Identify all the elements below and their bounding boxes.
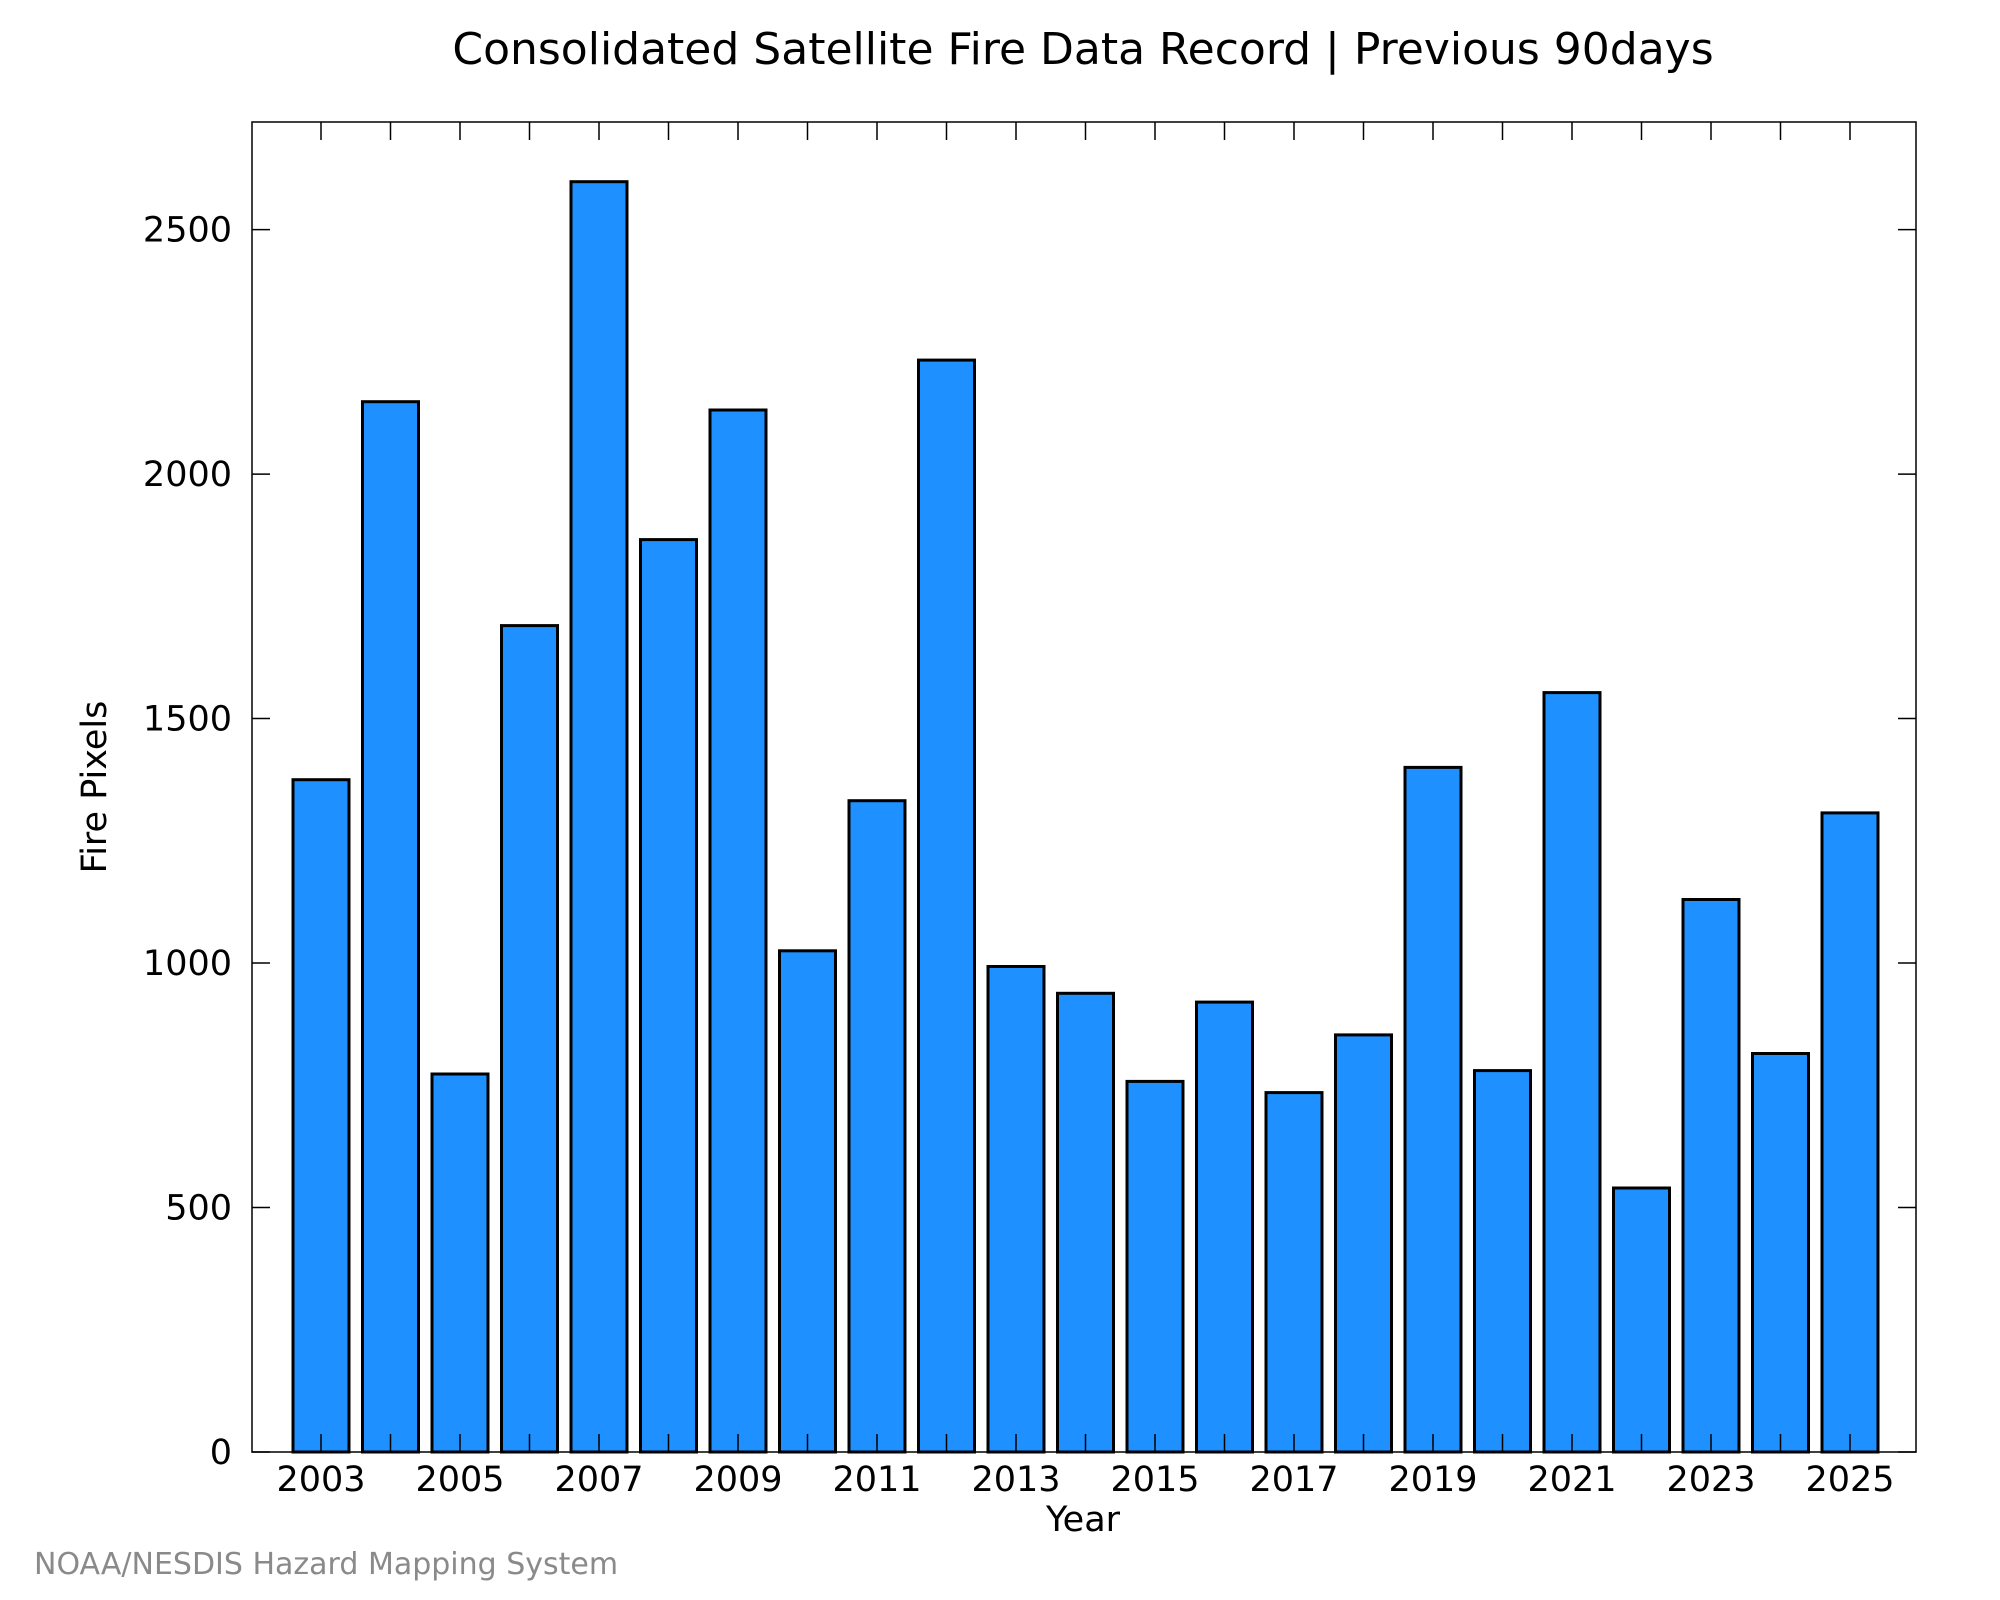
bar-2005 bbox=[430, 1072, 490, 1454]
bar-2020 bbox=[1473, 1069, 1532, 1454]
chart-title: Consolidated Satellite Fire Data Record … bbox=[452, 24, 1713, 75]
x-tick-label: 2023 bbox=[1666, 1460, 1755, 1500]
bar-2017 bbox=[1264, 1091, 1324, 1454]
x-tick-label: 2005 bbox=[415, 1460, 504, 1500]
x-axis-label: Year bbox=[1045, 1500, 1121, 1540]
bar-2022 bbox=[1612, 1186, 1671, 1454]
bar-2003 bbox=[291, 778, 351, 1454]
bar-2007 bbox=[569, 180, 629, 1454]
x-tick-label: 2017 bbox=[1249, 1460, 1338, 1500]
bar-2012 bbox=[917, 358, 976, 1454]
bar-2009 bbox=[708, 408, 768, 1454]
source-credit: NOAA/NESDIS Hazard Mapping System bbox=[34, 1547, 618, 1582]
y-tick-label: 500 bbox=[165, 1189, 232, 1229]
bar-2013 bbox=[986, 965, 1046, 1454]
bar-2015 bbox=[1125, 1079, 1185, 1454]
bar-2016 bbox=[1195, 1000, 1254, 1454]
x-tick-label: 2025 bbox=[1805, 1460, 1894, 1500]
x-tick-label: 2013 bbox=[971, 1460, 1060, 1500]
x-tick-label: 2007 bbox=[554, 1460, 643, 1500]
y-tick-label: 2000 bbox=[143, 455, 232, 495]
y-axis-label: Fire Pixels bbox=[75, 701, 115, 874]
bar-2021 bbox=[1542, 691, 1602, 1454]
x-tick-label: 2021 bbox=[1527, 1460, 1616, 1500]
bar-2023 bbox=[1681, 898, 1741, 1454]
x-axis: 2003 2005 2007 2009 2011 2013 2015 2017 2019 2021… bbox=[276, 122, 1895, 1500]
bar-2011 bbox=[847, 799, 907, 1454]
y-tick-label: 2500 bbox=[143, 211, 232, 251]
bar-2004 bbox=[361, 400, 420, 1454]
bar-2010 bbox=[778, 949, 837, 1454]
y-tick-label: 1500 bbox=[143, 700, 232, 740]
bar-2018 bbox=[1334, 1033, 1393, 1454]
y-tick-label: 0 bbox=[210, 1433, 232, 1473]
x-tick-label: 2003 bbox=[276, 1460, 365, 1500]
x-tick-label: 2009 bbox=[693, 1460, 782, 1500]
x-tick-label: 2019 bbox=[1388, 1460, 1477, 1500]
y-tick-label: 1000 bbox=[143, 944, 232, 984]
x-tick-label: 2011 bbox=[832, 1460, 921, 1500]
y-axis: 0 500 1000 1500 2000 2500 bbox=[143, 211, 1916, 1473]
bar-2008 bbox=[639, 538, 698, 1454]
bar-2019 bbox=[1403, 765, 1463, 1454]
bar-2025 bbox=[1820, 811, 1880, 1454]
bars-group bbox=[291, 180, 1880, 1454]
bar-2014 bbox=[1056, 991, 1115, 1454]
bar-2024 bbox=[1751, 1052, 1810, 1454]
x-tick-label: 2015 bbox=[1110, 1460, 1199, 1500]
bar-2006 bbox=[500, 624, 559, 1454]
